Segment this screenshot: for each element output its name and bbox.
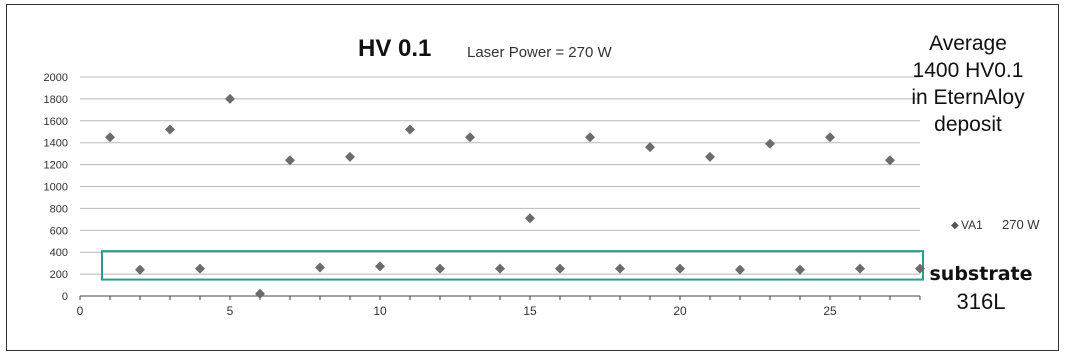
legend-symbol: ◆: [951, 220, 959, 231]
data-point: [555, 263, 565, 274]
average-line-1: Average: [929, 32, 1007, 55]
data-point: [915, 263, 925, 274]
y-tick-label: 1600: [44, 116, 68, 128]
gridlines: [80, 76, 920, 275]
average-line-3: in EternAloy: [911, 86, 1025, 109]
data-point: [405, 124, 415, 135]
x-tick-label: 10: [373, 304, 387, 318]
data-point: [855, 263, 865, 274]
data-point: [585, 132, 595, 143]
data-point: [375, 261, 385, 272]
substrate-annotation: substrate 316L: [922, 260, 1040, 316]
y-tick-label: 2000: [44, 72, 68, 84]
data-point: [435, 263, 445, 274]
x-tick-label: 0: [77, 304, 84, 318]
y-tick-label: 800: [50, 203, 68, 215]
y-tick-label: 1800: [44, 94, 68, 106]
data-point: [615, 263, 625, 274]
legend-label: VA1: [961, 218, 983, 232]
substrate-highlight: [101, 250, 924, 281]
y-tick-label: 1000: [44, 182, 68, 194]
data-point: [225, 93, 235, 104]
chart-title: HV 0.1: [358, 35, 431, 62]
legend: ◆ VA1 270 W: [951, 217, 1040, 232]
legend-power: 270 W: [1002, 217, 1040, 232]
axes: 0 200 400 600 800 1000 1200 1400 1600 1800 2000 0 5 1…: [44, 72, 921, 318]
data-point: [735, 264, 745, 275]
data-point: [285, 155, 295, 166]
data-point: [675, 263, 685, 274]
x-tick-label: 5: [227, 304, 234, 318]
data-point: [165, 124, 175, 135]
data-point: [705, 151, 715, 162]
x-tick-label: 20: [673, 304, 687, 318]
y-tick-label: 1200: [44, 160, 68, 172]
data-point: [255, 288, 265, 299]
data-point: [495, 263, 505, 274]
y-tick-label: 600: [50, 225, 68, 237]
y-tick-label: 0: [62, 291, 68, 303]
data-point: [525, 213, 535, 224]
data-point: [135, 264, 145, 275]
substrate-label: substrate: [929, 263, 1033, 285]
data-point: [315, 262, 325, 273]
data-point: [765, 138, 775, 149]
chart-subtitle: Laser Power = 270 W: [467, 44, 612, 61]
data-point: [105, 132, 115, 143]
y-tick-label: 400: [50, 247, 68, 259]
data-point: [885, 155, 895, 166]
data-point: [795, 264, 805, 275]
average-line-4: deposit: [934, 113, 1002, 136]
y-tick-label: 1400: [44, 138, 68, 150]
substrate-material: 316L: [956, 289, 1006, 314]
chart-frame: [6, 4, 1059, 351]
highlight-box: [101, 250, 924, 281]
data-point: [195, 263, 205, 274]
y-tick-label: 200: [50, 269, 68, 281]
x-tick-label: 25: [823, 304, 837, 318]
x-tick-label: 15: [523, 304, 537, 318]
data-points: [105, 93, 925, 299]
average-line-2: 1400 HV0.1: [912, 59, 1024, 82]
data-point: [825, 132, 835, 143]
data-point: [465, 132, 475, 143]
data-point: [645, 142, 655, 153]
data-point: [345, 151, 355, 162]
average-annotation: Average 1400 HV0.1 in EternAloy deposit: [893, 30, 1043, 138]
